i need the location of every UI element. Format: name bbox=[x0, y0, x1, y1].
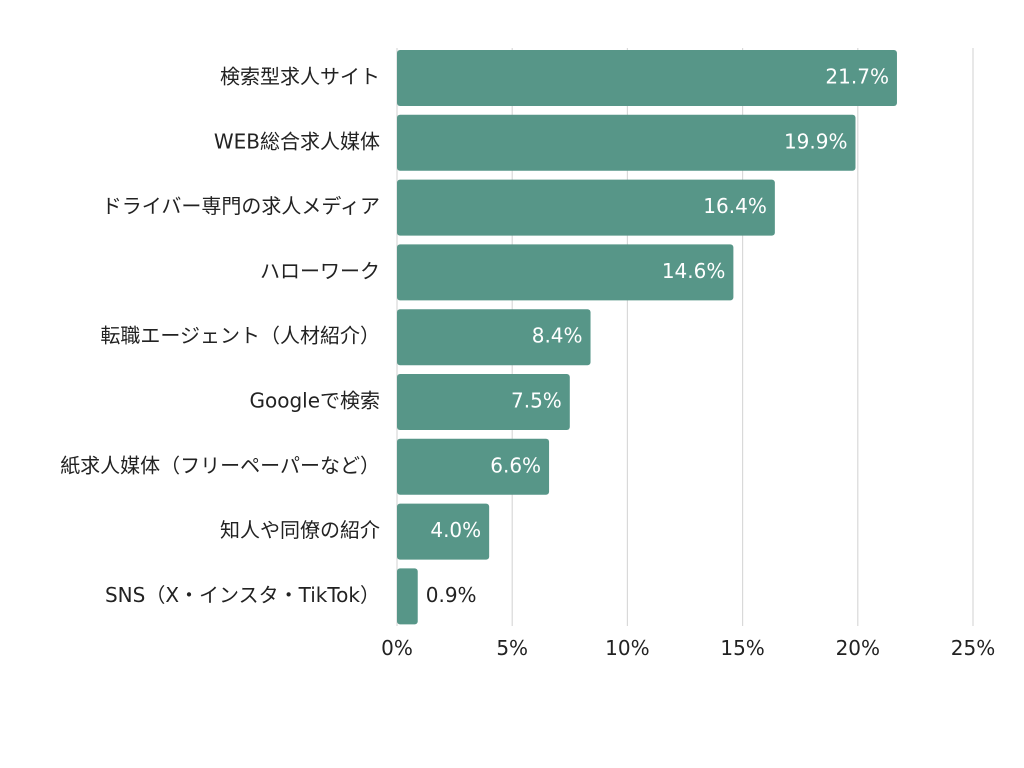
bar bbox=[397, 568, 418, 625]
data-label: 4.0% bbox=[430, 518, 481, 542]
category-label: ドライバー専門の求人メディア bbox=[102, 194, 380, 218]
category-label: 検索型求人サイト bbox=[220, 65, 380, 89]
category-label: 転職エージェント（人材紹介） bbox=[100, 324, 380, 348]
category-label: ハローワーク bbox=[260, 259, 380, 283]
category-label: SNS（X・インスタ・TikTok） bbox=[105, 583, 380, 607]
data-label: 8.4% bbox=[532, 324, 583, 348]
x-tick-label: 15% bbox=[720, 636, 764, 660]
data-label: 16.4% bbox=[703, 194, 767, 218]
category-label: 知人や同僚の紹介 bbox=[220, 518, 380, 542]
category-label: WEB総合求人媒体 bbox=[214, 129, 380, 153]
data-label: 6.6% bbox=[490, 453, 541, 477]
bar bbox=[397, 503, 490, 560]
data-label: 0.9% bbox=[426, 583, 477, 607]
data-label: 21.7% bbox=[825, 65, 889, 89]
x-tick-label: 0% bbox=[381, 636, 413, 660]
x-tick-label: 25% bbox=[951, 636, 995, 660]
data-label: 7.5% bbox=[511, 389, 562, 413]
bar bbox=[397, 309, 591, 366]
category-label: Googleで検索 bbox=[249, 389, 380, 413]
data-label: 19.9% bbox=[784, 129, 848, 153]
bar bbox=[397, 374, 570, 430]
bar bbox=[397, 114, 856, 171]
bar bbox=[397, 50, 897, 106]
data-label: 14.6% bbox=[662, 259, 726, 283]
bar bbox=[397, 179, 775, 236]
x-tick-label: 10% bbox=[605, 636, 649, 660]
category-label: 紙求人媒体（フリーペーパーなど） bbox=[60, 453, 380, 477]
bar bbox=[397, 244, 734, 301]
x-tick-label: 20% bbox=[836, 636, 880, 660]
bar bbox=[397, 438, 550, 495]
x-tick-label: 5% bbox=[496, 636, 528, 660]
